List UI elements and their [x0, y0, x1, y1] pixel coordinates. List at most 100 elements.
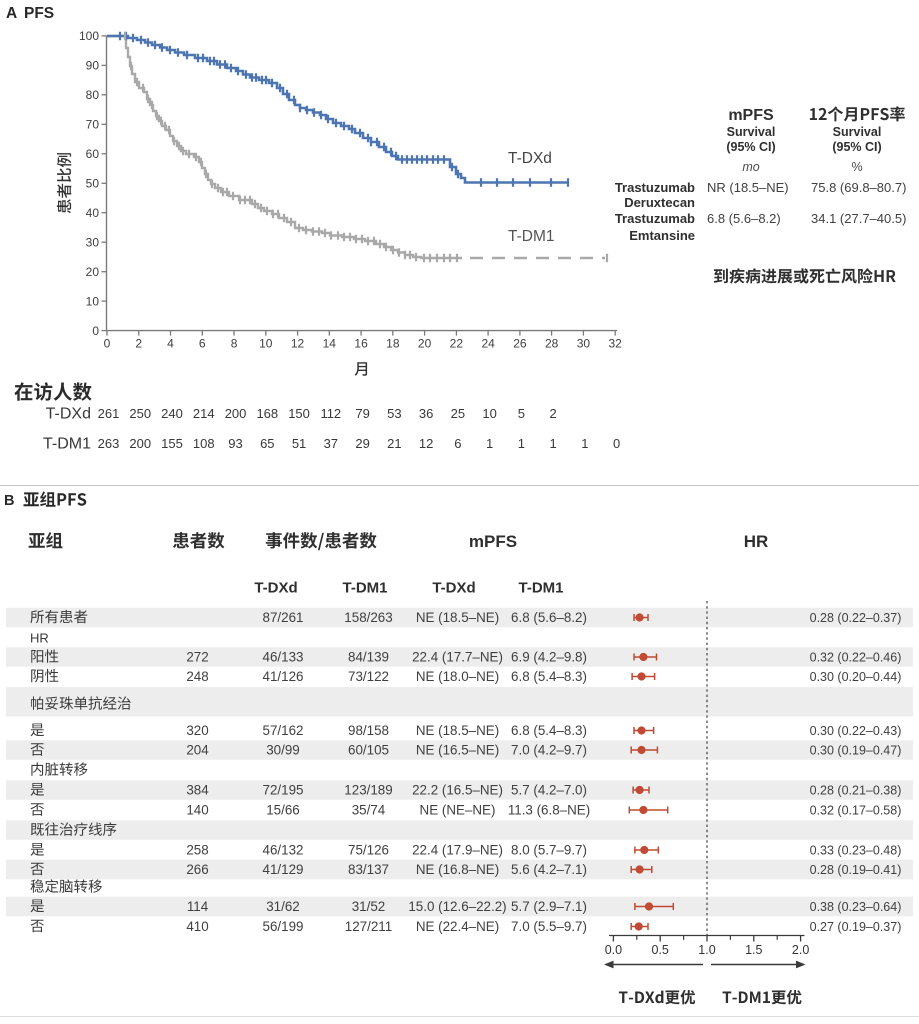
svg-text:6.8 (5.6–8.2): 6.8 (5.6–8.2)	[707, 211, 781, 226]
svg-text:T-DXd: T-DXd	[254, 580, 297, 597]
svg-text:0.27 (0.19–0.37): 0.27 (0.19–0.37)	[810, 920, 902, 934]
svg-text:T-DXd: T-DXd	[432, 580, 475, 597]
svg-text:6.9 (4.2–9.8): 6.9 (4.2–9.8)	[511, 650, 587, 665]
svg-text:7.0 (4.2–9.7): 7.0 (4.2–9.7)	[511, 743, 587, 758]
svg-text:72/195: 72/195	[263, 783, 304, 798]
svg-text:41/126: 41/126	[263, 669, 304, 684]
svg-text:84/139: 84/139	[348, 650, 389, 665]
svg-text:57/162: 57/162	[263, 723, 304, 738]
svg-text:168: 168	[256, 406, 278, 421]
svg-text:0.28 (0.21–0.38): 0.28 (0.21–0.38)	[810, 784, 902, 798]
svg-text:2.0: 2.0	[792, 943, 809, 957]
svg-text:70: 70	[86, 118, 100, 132]
svg-text:0.33 (0.23–0.48): 0.33 (0.23–0.48)	[810, 844, 902, 858]
svg-text:75.8 (69.8–80.7): 75.8 (69.8–80.7)	[811, 180, 906, 195]
svg-text:80: 80	[86, 88, 100, 102]
svg-text:18: 18	[386, 337, 400, 351]
svg-text:14: 14	[323, 337, 337, 351]
svg-text:258: 258	[186, 843, 208, 858]
svg-text:2: 2	[550, 406, 557, 421]
svg-text:Survival: Survival	[833, 125, 882, 139]
svg-text:24: 24	[481, 337, 495, 351]
svg-text:75/126: 75/126	[348, 843, 389, 858]
svg-text:NE (18.5–NE): NE (18.5–NE)	[416, 610, 499, 625]
svg-text:6.8 (5.4–8.3): 6.8 (5.4–8.3)	[511, 669, 587, 684]
svg-text:1: 1	[581, 436, 588, 451]
svg-text:158/263: 158/263	[344, 610, 392, 625]
svg-text:98/158: 98/158	[348, 723, 389, 738]
svg-text:240: 240	[161, 406, 183, 421]
svg-text:384: 384	[186, 783, 209, 798]
svg-text:6.8 (5.4–8.3): 6.8 (5.4–8.3)	[511, 723, 587, 738]
svg-text:6.8 (5.6–8.2): 6.8 (5.6–8.2)	[511, 610, 587, 625]
svg-text:37: 37	[324, 436, 338, 451]
svg-text:51: 51	[292, 436, 306, 451]
svg-text:0.32 (0.17–0.58): 0.32 (0.17–0.58)	[810, 804, 902, 818]
svg-text:114: 114	[187, 899, 209, 914]
svg-text:7.0 (5.5–9.7): 7.0 (5.5–9.7)	[511, 919, 587, 934]
svg-text:50: 50	[86, 176, 100, 190]
svg-text:100: 100	[79, 29, 99, 43]
svg-text:B: B	[4, 493, 14, 509]
svg-text:266: 266	[186, 862, 208, 877]
svg-text:0.28 (0.22–0.37): 0.28 (0.22–0.37)	[810, 611, 902, 625]
svg-text:0.30 (0.20–0.44): 0.30 (0.20–0.44)	[810, 670, 902, 684]
svg-text:Trastuzumab: Trastuzumab	[615, 211, 695, 226]
svg-text:1: 1	[486, 436, 493, 451]
svg-text:15/66: 15/66	[266, 803, 300, 818]
svg-text:36: 36	[419, 406, 433, 421]
svg-text:1.0: 1.0	[698, 943, 715, 957]
svg-text:261: 261	[98, 406, 120, 421]
svg-text:112: 112	[320, 406, 341, 421]
svg-text:6: 6	[199, 337, 206, 351]
svg-text:214: 214	[193, 406, 215, 421]
svg-text:60/105: 60/105	[348, 743, 389, 758]
svg-text:0: 0	[104, 337, 111, 351]
svg-text:56/199: 56/199	[263, 919, 304, 934]
svg-text:29: 29	[355, 436, 369, 451]
svg-text:mPFS: mPFS	[469, 532, 517, 551]
svg-text:31/52: 31/52	[352, 899, 386, 914]
svg-text:22.2 (16.5–NE): 22.2 (16.5–NE)	[412, 783, 503, 798]
svg-text:22.4 (17.9–NE): 22.4 (17.9–NE)	[412, 843, 503, 858]
svg-text:Deruxtecan: Deruxtecan	[624, 195, 695, 210]
svg-text:83/137: 83/137	[348, 862, 389, 877]
svg-text:10: 10	[259, 337, 273, 351]
svg-text:0.28 (0.19–0.41): 0.28 (0.19–0.41)	[810, 863, 902, 877]
svg-text:79: 79	[355, 406, 369, 421]
svg-text:320: 320	[186, 723, 208, 738]
svg-text:10: 10	[86, 294, 100, 308]
svg-text:31/62: 31/62	[266, 899, 300, 914]
svg-text:150: 150	[288, 406, 310, 421]
svg-text:200: 200	[129, 436, 151, 451]
svg-text:NE (NE–NE): NE (NE–NE)	[420, 803, 496, 818]
svg-text:155: 155	[161, 436, 183, 451]
svg-text:250: 250	[129, 406, 151, 421]
svg-text:127/211: 127/211	[345, 919, 392, 934]
svg-text:Survival: Survival	[727, 125, 776, 139]
svg-text:204: 204	[186, 743, 209, 758]
svg-text:40: 40	[86, 206, 100, 220]
svg-text:NE (18.5–NE): NE (18.5–NE)	[416, 723, 499, 738]
svg-text:(95% CI): (95% CI)	[726, 140, 775, 154]
svg-text:1: 1	[518, 436, 525, 451]
svg-text:6: 6	[454, 436, 461, 451]
svg-text:30: 30	[86, 235, 100, 249]
svg-text:8.0 (5.7–9.7): 8.0 (5.7–9.7)	[511, 843, 587, 858]
svg-text:NE (22.4–NE): NE (22.4–NE)	[416, 919, 499, 934]
svg-text:90: 90	[86, 59, 100, 73]
svg-text:200: 200	[225, 406, 247, 421]
svg-text:248: 248	[186, 669, 208, 684]
svg-text:NE (18.0–NE): NE (18.0–NE)	[416, 669, 499, 684]
svg-text:34.1 (27.7–40.5): 34.1 (27.7–40.5)	[811, 211, 906, 226]
svg-text:Trastuzumab: Trastuzumab	[615, 180, 695, 195]
svg-text:20: 20	[418, 337, 432, 351]
svg-text:25: 25	[451, 406, 465, 421]
svg-text:123/189: 123/189	[344, 783, 392, 798]
svg-text:0.0: 0.0	[605, 943, 622, 957]
svg-text:263: 263	[98, 436, 120, 451]
svg-text:16: 16	[354, 337, 368, 351]
svg-text:1.5: 1.5	[745, 943, 762, 957]
svg-text:8: 8	[231, 337, 238, 351]
svg-text:32: 32	[608, 337, 622, 351]
